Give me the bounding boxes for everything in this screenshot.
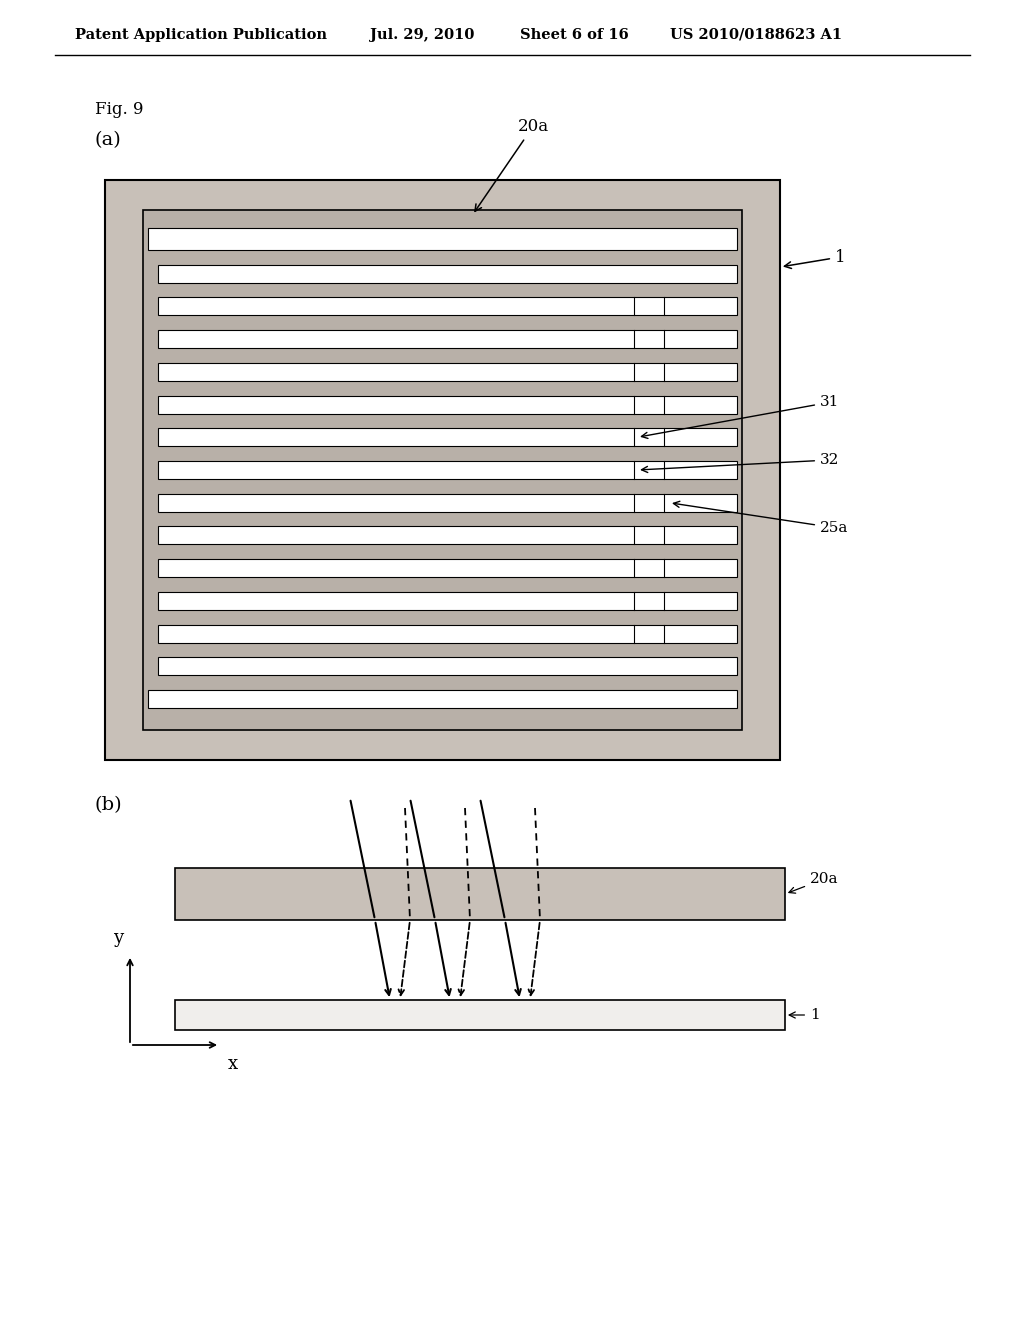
Bar	[158, 461, 737, 479]
Bar	[148, 228, 737, 249]
Bar	[143, 210, 742, 730]
Text: Jul. 29, 2010: Jul. 29, 2010	[370, 28, 474, 42]
Text: (a): (a)	[95, 131, 122, 149]
Bar	[158, 297, 737, 315]
Bar	[158, 330, 737, 348]
Bar	[158, 591, 737, 610]
Bar	[158, 560, 737, 577]
Text: 20a: 20a	[788, 873, 839, 894]
Bar	[175, 1001, 785, 1030]
Text: 31: 31	[641, 395, 840, 438]
Bar	[158, 396, 737, 413]
Bar	[158, 494, 737, 512]
Text: 1: 1	[790, 1008, 820, 1022]
Text: Sheet 6 of 16: Sheet 6 of 16	[520, 28, 629, 42]
Text: US 2010/0188623 A1: US 2010/0188623 A1	[670, 28, 842, 42]
Bar	[158, 265, 737, 282]
Bar	[158, 624, 737, 643]
Bar	[105, 180, 780, 760]
Text: 1: 1	[784, 248, 846, 268]
Bar	[158, 363, 737, 381]
Bar	[175, 869, 785, 920]
Text: (b): (b)	[95, 796, 123, 814]
Bar	[148, 690, 737, 708]
Bar	[158, 428, 737, 446]
Bar	[158, 657, 737, 676]
Text: Patent Application Publication: Patent Application Publication	[75, 28, 327, 42]
Bar	[158, 527, 737, 544]
Text: 20a: 20a	[475, 117, 549, 211]
Text: x: x	[228, 1055, 239, 1073]
Text: 32: 32	[641, 453, 840, 473]
Text: 25a: 25a	[674, 502, 848, 535]
Text: Fig. 9: Fig. 9	[95, 102, 143, 119]
Text: y: y	[113, 929, 123, 946]
